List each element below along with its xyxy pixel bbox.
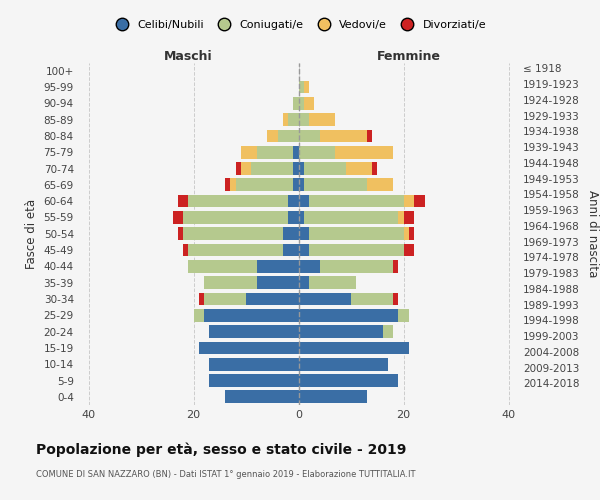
Bar (178, 195, 188, 207)
Bar (299, 97, 304, 110)
Bar (230, 178, 235, 191)
Bar (409, 228, 414, 240)
Text: Femmine: Femmine (377, 50, 441, 64)
Bar (309, 228, 404, 240)
Bar (188, 260, 257, 272)
Bar (299, 178, 304, 191)
Bar (299, 309, 398, 322)
Bar (299, 211, 304, 224)
Bar (183, 211, 288, 224)
Bar (309, 244, 404, 256)
Bar (404, 211, 414, 224)
Bar (335, 146, 393, 158)
Bar (188, 195, 288, 207)
Bar (293, 146, 299, 158)
Bar (204, 276, 257, 289)
Bar (299, 292, 351, 306)
Bar (188, 244, 283, 256)
Bar (235, 162, 241, 175)
Bar (383, 325, 393, 338)
Bar (225, 178, 230, 191)
Bar (288, 113, 299, 126)
Bar (199, 342, 299, 354)
Bar (393, 292, 398, 306)
Bar (309, 195, 404, 207)
Bar (293, 178, 299, 191)
Text: COMUNE DI SAN NAZZARO (BN) - Dati ISTAT 1° gennaio 2019 - Elaborazione TUTTITALI: COMUNE DI SAN NAZZARO (BN) - Dati ISTAT … (36, 470, 415, 479)
Bar (299, 130, 320, 142)
Bar (293, 97, 299, 110)
Bar (225, 390, 299, 403)
Bar (304, 178, 367, 191)
Bar (299, 325, 383, 338)
Bar (299, 228, 309, 240)
Bar (209, 325, 299, 338)
Bar (299, 244, 309, 256)
Bar (204, 292, 246, 306)
Bar (309, 113, 335, 126)
Bar (251, 162, 293, 175)
Legend: Celibi/Nubili, Coniugati/e, Vedovi/e, Divorziati/e: Celibi/Nubili, Coniugati/e, Vedovi/e, Di… (111, 20, 486, 30)
Bar (257, 146, 293, 158)
Bar (299, 276, 309, 289)
Bar (404, 195, 414, 207)
Bar (193, 309, 204, 322)
Bar (367, 130, 372, 142)
Bar (299, 260, 320, 272)
Bar (393, 260, 398, 272)
Bar (241, 162, 251, 175)
Bar (299, 342, 409, 354)
Text: Popolazione per età, sesso e stato civile - 2019: Popolazione per età, sesso e stato civil… (36, 442, 406, 457)
Bar (304, 211, 398, 224)
Bar (288, 195, 299, 207)
Bar (204, 309, 299, 322)
Bar (320, 260, 393, 272)
Bar (304, 97, 314, 110)
Bar (404, 244, 414, 256)
Bar (398, 309, 409, 322)
Bar (304, 80, 309, 94)
Bar (320, 130, 367, 142)
Text: Maschi: Maschi (164, 50, 212, 64)
Bar (183, 228, 283, 240)
Bar (404, 228, 409, 240)
Bar (299, 146, 335, 158)
Bar (178, 228, 183, 240)
Bar (309, 276, 356, 289)
Bar (209, 358, 299, 370)
Bar (299, 80, 304, 94)
Bar (367, 178, 393, 191)
Bar (183, 244, 188, 256)
Bar (257, 260, 299, 272)
Bar (299, 390, 367, 403)
Bar (277, 130, 299, 142)
Bar (267, 130, 277, 142)
Bar (246, 292, 299, 306)
Bar (235, 178, 293, 191)
Bar (283, 228, 299, 240)
Bar (299, 162, 304, 175)
Bar (299, 113, 309, 126)
Bar (283, 113, 288, 126)
Bar (372, 162, 377, 175)
Bar (398, 211, 404, 224)
Bar (283, 244, 299, 256)
Bar (241, 146, 257, 158)
Bar (199, 292, 204, 306)
Bar (209, 374, 299, 387)
Bar (299, 374, 398, 387)
Bar (299, 195, 309, 207)
Y-axis label: Anni di nascita: Anni di nascita (586, 190, 599, 278)
Bar (257, 276, 299, 289)
Bar (351, 292, 393, 306)
Bar (173, 211, 183, 224)
Y-axis label: Fasce di età: Fasce di età (25, 198, 38, 269)
Bar (304, 162, 346, 175)
Bar (414, 195, 425, 207)
Bar (293, 162, 299, 175)
Bar (299, 358, 388, 370)
Bar (288, 211, 299, 224)
Bar (346, 162, 372, 175)
